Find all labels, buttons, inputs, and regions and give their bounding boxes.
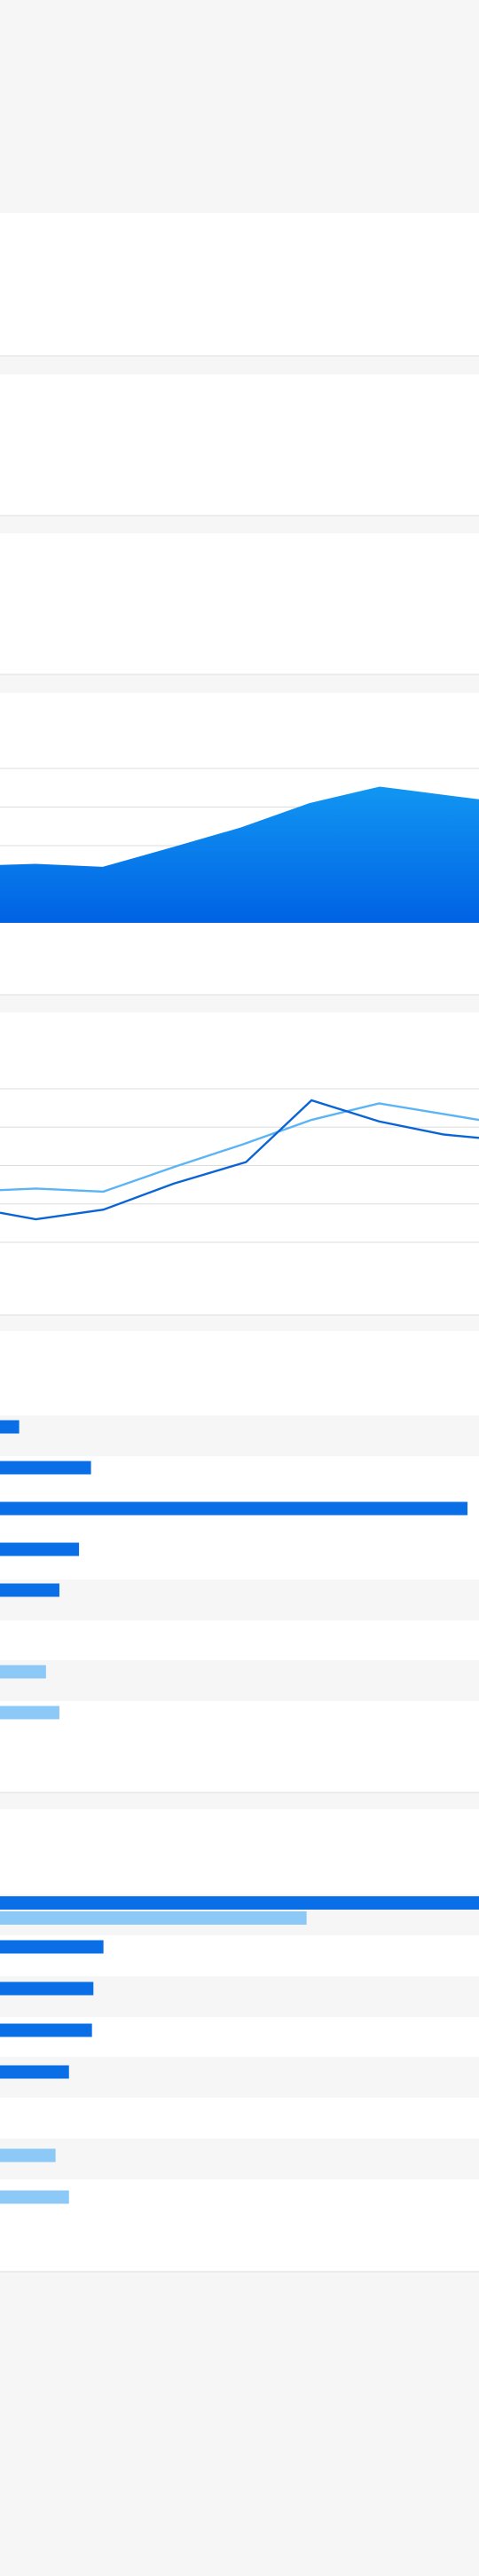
bar (0, 1706, 59, 1720)
bar (0, 1420, 20, 1434)
bar (0, 1665, 46, 1679)
card-3 (0, 533, 479, 675)
bar (0, 2065, 69, 2079)
bar (0, 1583, 59, 1597)
card-bars-1 (0, 1331, 479, 1793)
bar (0, 2190, 69, 2204)
card-1 (0, 213, 479, 357)
card-2 (0, 374, 479, 516)
bar (0, 2023, 92, 2037)
line-series (0, 1099, 479, 1221)
bar (0, 2148, 56, 2162)
bar (0, 1911, 307, 1925)
bar (0, 1981, 94, 1996)
bar (0, 1461, 91, 1475)
bar (0, 1501, 468, 1516)
bar (0, 1896, 479, 1910)
line-series (0, 1102, 479, 1193)
bar (0, 1940, 104, 1954)
card-bars-2 (0, 1809, 479, 2273)
bar (0, 1542, 80, 1556)
area (0, 786, 479, 923)
